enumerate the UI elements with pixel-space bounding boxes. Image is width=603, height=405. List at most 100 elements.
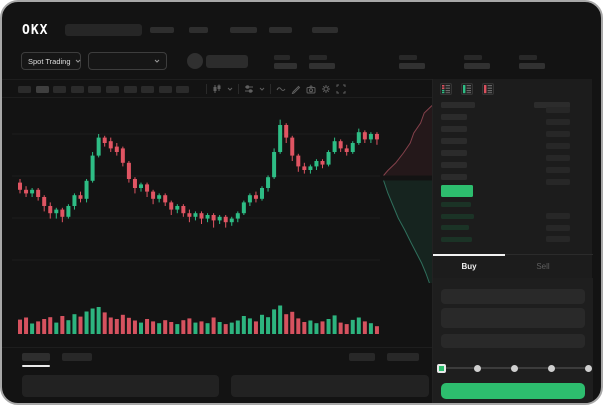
bottom-input-placeholder[interactable] [231, 375, 429, 397]
volume-bar [284, 314, 289, 334]
book-bids-icon[interactable] [461, 83, 473, 95]
candle-style-icon[interactable] [212, 84, 222, 94]
slider-handle[interactable] [436, 363, 446, 373]
coin-avatar [187, 53, 203, 69]
pair-name-placeholder[interactable] [206, 55, 248, 68]
brush-icon[interactable] [291, 84, 301, 94]
orderbook-ask-row[interactable] [441, 114, 467, 120]
orderbook-ask-row[interactable] [441, 126, 467, 132]
timeframe-button[interactable] [70, 86, 84, 93]
timeframe-button[interactable] [88, 86, 102, 93]
nav-item-placeholder[interactable] [230, 27, 257, 33]
timeframe-button[interactable] [18, 86, 31, 93]
book-combined-icon[interactable] [440, 83, 452, 95]
timeframe-button[interactable] [176, 86, 190, 93]
wave-icon[interactable] [276, 85, 286, 93]
amount-input[interactable] [441, 308, 585, 328]
nav-item-placeholder[interactable] [150, 27, 174, 33]
timeframe-button[interactable] [35, 86, 49, 93]
slider-stop[interactable] [547, 364, 555, 372]
volume-bar [139, 322, 143, 334]
orderbook-amount-bar[interactable] [546, 155, 570, 161]
volume-bar [338, 322, 343, 334]
bottom-tab[interactable] [62, 353, 92, 361]
bottom-tab-active[interactable] [22, 353, 50, 361]
book-asks-icon[interactable] [482, 83, 494, 95]
orderbook-amount-bar[interactable] [546, 236, 570, 243]
orderbook-amount-bar[interactable] [546, 179, 570, 185]
orderbook-bid-row[interactable] [441, 213, 474, 219]
nav-item-placeholder[interactable] [269, 27, 292, 33]
gear-icon[interactable] [321, 84, 331, 94]
orderbook-amount-bar[interactable] [546, 224, 570, 231]
nav-item-placeholder[interactable] [312, 27, 338, 33]
tab-buy[interactable]: Buy [461, 262, 477, 271]
last-price-bar[interactable] [441, 185, 473, 197]
orderbook-ask-row[interactable] [441, 138, 467, 144]
orderbook-bid-row[interactable] [441, 202, 471, 207]
bottom-input-placeholder[interactable] [22, 375, 219, 397]
orderbook-ask-row[interactable] [441, 150, 467, 156]
indicator-icon[interactable] [244, 84, 254, 94]
slider-stop[interactable] [511, 364, 518, 372]
volume-bar [181, 320, 186, 334]
orderbook-bid-row[interactable] [441, 225, 469, 231]
market-type-dropdown[interactable]: Spot Trading [21, 52, 81, 70]
volume-bar [205, 323, 210, 334]
tab-sell[interactable]: Sell [536, 262, 550, 271]
volume-bar [157, 323, 162, 334]
timeframe-button[interactable] [123, 86, 137, 93]
timeframe-button[interactable] [105, 86, 119, 93]
pair-selector-dropdown[interactable] [88, 52, 167, 70]
divider [206, 84, 207, 94]
total-input[interactable] [441, 334, 585, 348]
volume-bar [368, 323, 373, 334]
orderbook-amount-bar[interactable] [546, 143, 570, 149]
timeframe-button[interactable] [141, 86, 155, 93]
volume-bar [175, 324, 180, 334]
slider-stop[interactable] [474, 364, 482, 372]
search-input[interactable] [65, 24, 142, 36]
candlestick-chart[interactable] [12, 98, 380, 348]
orderbook-amount-bar[interactable] [546, 167, 570, 173]
orderbook-amount-bar[interactable] [546, 119, 570, 125]
okx-logo[interactable]: OKX [22, 23, 49, 38]
orderbook-amount-bar[interactable] [546, 107, 570, 113]
chevron-down-icon[interactable] [227, 87, 233, 91]
chevron-down-icon[interactable] [259, 87, 265, 91]
orderbook-bid-row[interactable] [441, 236, 472, 242]
volume-bar [326, 319, 331, 334]
orderbook-amount-bar[interactable] [546, 213, 570, 219]
trade-panel: Buy Sell [432, 79, 593, 403]
volume-bar [217, 322, 222, 334]
fullscreen-icon[interactable] [336, 84, 346, 94]
timeframe-button[interactable] [158, 86, 172, 93]
buy-button[interactable] [441, 383, 585, 399]
volume-bar [344, 324, 349, 334]
ticker-stat [519, 55, 549, 69]
timeframe-button[interactable] [53, 86, 67, 93]
nav-item-placeholder[interactable] [189, 27, 208, 33]
slider-stop[interactable] [584, 364, 592, 372]
orderbook-ask-row[interactable] [441, 162, 467, 168]
orderbook-amount-bar[interactable] [546, 131, 570, 137]
volume-bar [72, 314, 77, 334]
volume-bar [187, 318, 192, 334]
camera-icon[interactable] [306, 85, 316, 94]
orderbook-col-header [441, 102, 475, 108]
bottom-action-placeholder[interactable] [349, 353, 375, 361]
orderbook-ask-row[interactable] [441, 174, 467, 180]
volume-bar [90, 308, 95, 334]
volume-bar [362, 321, 367, 334]
ticker-stat [309, 55, 339, 69]
market-type-label: Spot Trading [28, 56, 71, 66]
volume-bar [120, 314, 125, 334]
volume-bar [36, 321, 41, 334]
volume-bar [78, 316, 83, 334]
volume-bar [223, 324, 228, 334]
volume-bar [24, 317, 29, 334]
volume-bar [211, 317, 216, 334]
price-input[interactable] [441, 289, 585, 304]
volume-bar [114, 319, 119, 334]
bottom-action-placeholder[interactable] [387, 353, 419, 361]
